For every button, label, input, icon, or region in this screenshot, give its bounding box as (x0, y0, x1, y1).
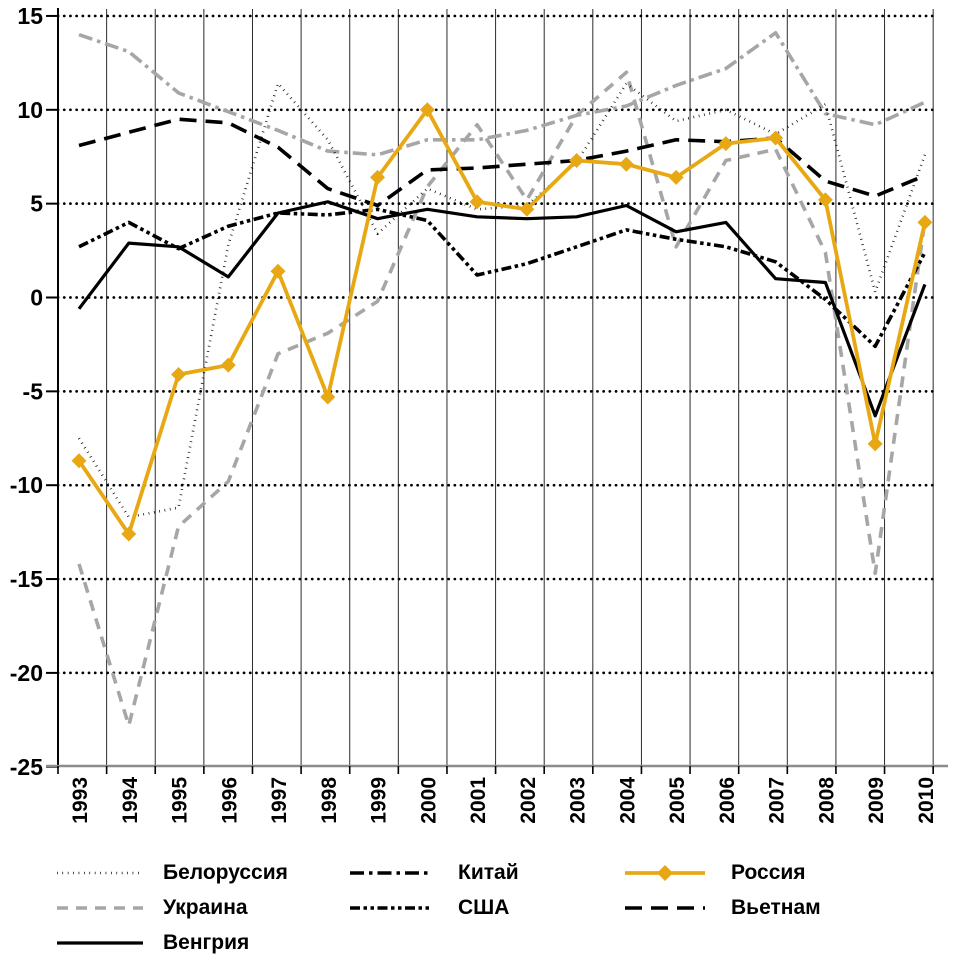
legend-label-china: Китай (458, 861, 519, 884)
y-axis-label: -5 (23, 378, 44, 404)
y-axis-label: 0 (30, 285, 43, 311)
marker-diamond-russia (867, 436, 883, 452)
legend-item-ukraine: Украина (55, 894, 248, 922)
legend-label-russia: Россия (731, 861, 806, 884)
legend-swatch-usa (350, 906, 432, 910)
legend-swatch-belarus (57, 871, 143, 875)
legend-item-china: Китай (348, 859, 519, 887)
legend-item-russia: Россия (623, 859, 806, 887)
x-axis-label: 2009 (865, 777, 888, 824)
marker-diamond-russia (320, 389, 336, 405)
x-axis-label: 2002 (517, 777, 540, 824)
y-axis-label: -15 (10, 566, 43, 592)
marker-diamond-russia (768, 130, 784, 146)
y-axis-label: -20 (10, 660, 43, 686)
x-axis-label: 2005 (666, 777, 689, 824)
x-axis-label: 2000 (417, 777, 440, 824)
marker-diamond-russia (519, 201, 535, 217)
legend-swatch-vietnam (625, 906, 705, 910)
legend-label-vietnam: Вьетнам (731, 896, 821, 919)
marker-diamond-russia (817, 192, 833, 208)
marker-diamond-russia (71, 453, 87, 469)
x-axis-label: 1999 (368, 777, 391, 824)
x-axis-label: 1994 (119, 777, 142, 824)
marker-diamond-russia (718, 136, 734, 152)
x-axis-label: 1997 (268, 777, 291, 824)
series-line-hungary (77, 200, 927, 418)
x-axis-label: 1995 (169, 777, 192, 824)
legend-swatch-hungary (57, 941, 143, 945)
x-axis-label: 1996 (218, 777, 241, 824)
x-axis-label: 2006 (716, 777, 739, 824)
legend-item-belarus: Белоруссия (55, 859, 288, 887)
y-axis-label: 10 (17, 97, 43, 123)
legend-label-ukraine: Украина (163, 896, 248, 919)
legend-item-usa: США (348, 894, 509, 922)
series-line-usa (78, 207, 927, 349)
series-line-china (78, 30, 926, 157)
y-axis-label: 5 (30, 191, 43, 217)
marker-diamond-russia (121, 526, 137, 542)
legend-label-hungary: Венгрия (163, 931, 250, 954)
y-axis-label: -10 (10, 472, 43, 498)
legend-label-belarus: Белоруссия (163, 861, 288, 884)
x-axis-label: 1998 (318, 777, 341, 824)
x-axis-label: 2010 (915, 777, 938, 824)
marker-diamond-russia (469, 194, 485, 210)
x-axis-label: 2004 (616, 777, 639, 824)
x-axis-label: 2007 (766, 777, 789, 824)
line-chart: 15 10 5 0 -5 -10 -15 -20 -25 1993 1994 1995 1996 1997… (10, 3, 948, 824)
x-axis-label: 2003 (567, 777, 590, 824)
marker-diamond-russia (370, 169, 386, 185)
y-axis-label: -25 (10, 754, 43, 780)
marker-diamond-russia (668, 169, 684, 185)
legend-label-usa: США (458, 896, 510, 919)
marker-diamond-russia (220, 357, 236, 373)
series-line-vietnam (78, 117, 926, 208)
marker-diamond-russia (917, 214, 933, 230)
legend-swatch-russia (625, 865, 705, 881)
marker-diamond-russia (618, 156, 634, 172)
marker-diamond-russia (171, 366, 187, 382)
series-line-belarus (77, 82, 927, 519)
legend-item-hungary: Венгрия (55, 929, 249, 957)
marker-diamond-russia (569, 152, 585, 168)
legend-swatch-china (350, 871, 432, 875)
x-axis-label: 2001 (467, 777, 490, 824)
y-axis-label: 15 (17, 3, 43, 29)
x-axis-label: 1993 (69, 777, 92, 824)
series-line-ukraine (77, 70, 927, 728)
legend-item-vietnam: Вьетнам (623, 894, 821, 922)
series-line-russia (77, 107, 927, 536)
legend-marker-russia (657, 865, 673, 881)
marker-diamond-russia (419, 102, 435, 118)
x-axis-label: 2008 (815, 777, 838, 824)
legend-swatch-ukraine (57, 906, 143, 910)
marker-diamond-russia (270, 263, 286, 279)
